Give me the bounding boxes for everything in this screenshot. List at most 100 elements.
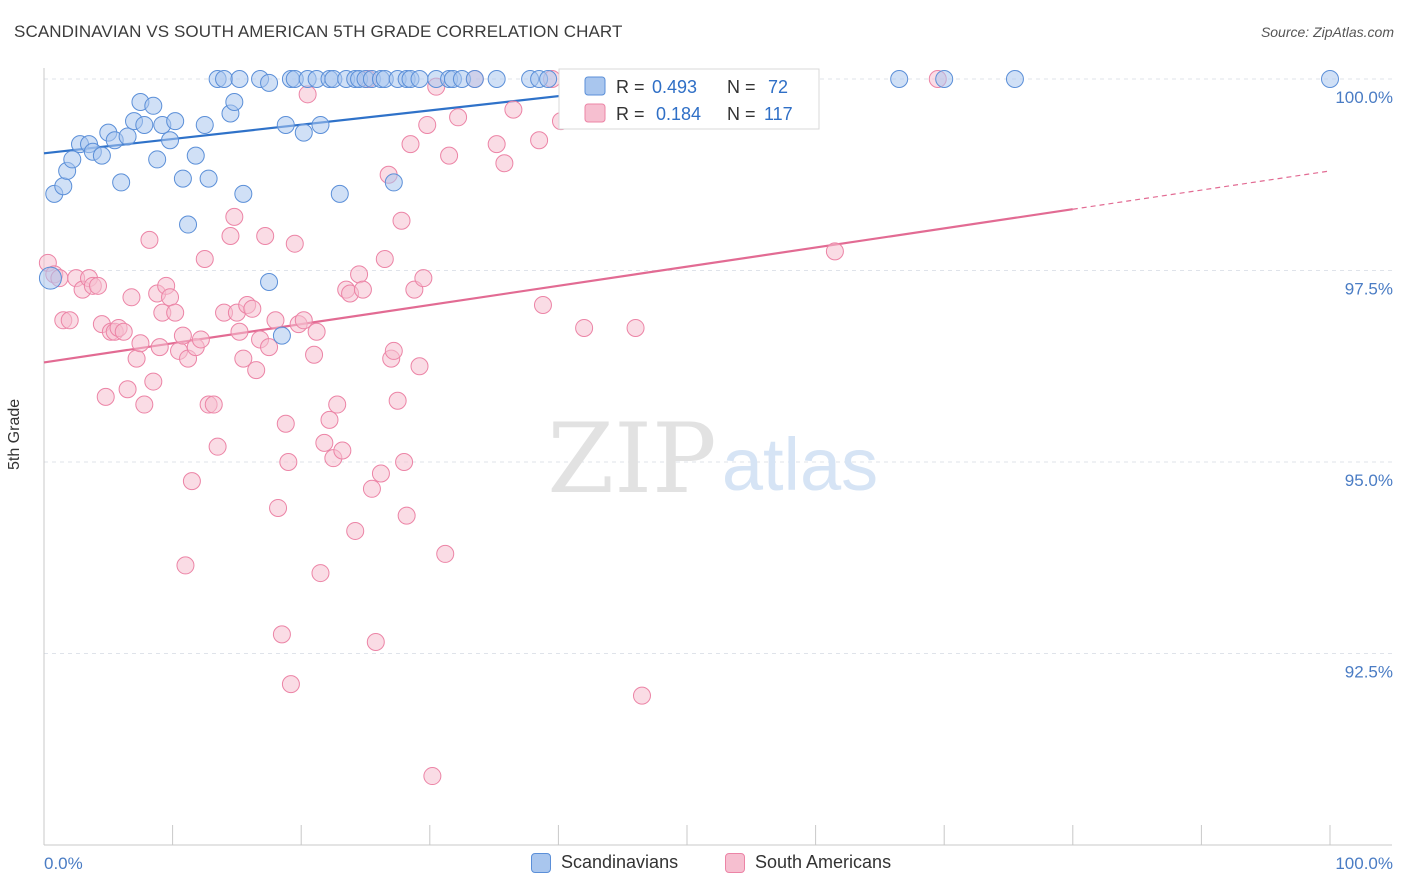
scandinavians-point-15 xyxy=(135,115,154,134)
south-americans-point-101 xyxy=(530,131,549,150)
legend-label-scandinavians: Scandinavians xyxy=(561,852,679,872)
south-americans-point-91 xyxy=(418,115,437,134)
south-americans-point-19 xyxy=(131,334,150,353)
south-americans-point-87 xyxy=(401,135,420,154)
scandinavians-point-29 xyxy=(225,92,244,111)
south-americans-point-39 xyxy=(208,437,227,456)
scandinavians-point-57 xyxy=(410,70,429,88)
south-americans-point-52 xyxy=(266,311,285,330)
chart-source: Source: ZipAtlas.com xyxy=(1260,24,1394,40)
trend-line-dashed-1 xyxy=(1072,170,1331,210)
scandinavians-point-30 xyxy=(230,70,249,88)
south-americans-point-63 xyxy=(307,322,326,341)
south-americans-point-69 xyxy=(333,441,352,460)
scandinavians-point-12 xyxy=(118,127,137,146)
south-americans-point-84 xyxy=(392,211,411,230)
south-americans-point-78 xyxy=(371,464,390,483)
scandinavians-point-66 xyxy=(539,70,558,88)
scandinavians-point-8 xyxy=(92,146,111,165)
south-americans-point-57 xyxy=(281,675,300,694)
scandinavians-point-70 xyxy=(890,70,909,88)
south-americans-point-89 xyxy=(410,357,429,376)
scandinavians-point-27 xyxy=(215,70,234,88)
south-americans-point-83 xyxy=(388,391,407,410)
axes xyxy=(43,68,1392,846)
scandinavians-point-16 xyxy=(144,96,163,115)
south-americans-point-68 xyxy=(328,395,347,414)
south-americans-point-21 xyxy=(140,230,159,249)
south-americans-point-27 xyxy=(161,288,180,307)
south-americans-point-41 xyxy=(221,227,240,246)
south-americans-point-79 xyxy=(375,250,394,269)
south-americans-point-11 xyxy=(96,387,115,406)
legend-swatch-south-americans xyxy=(584,103,606,123)
y-tick-label-1: 97.5% xyxy=(1345,280,1393,299)
legend-item-scandinavians[interactable]: Scandinavians xyxy=(531,852,678,873)
scandinavians-point-22 xyxy=(179,215,198,234)
south-americans-point-100 xyxy=(504,100,523,119)
scandinavians-point-63 xyxy=(487,70,506,88)
south-americans-point-64 xyxy=(311,564,330,583)
chart-title: SCANDINAVIAN VS SOUTH AMERICAN 5TH GRADE… xyxy=(14,22,623,41)
south-americans-point-72 xyxy=(346,521,365,540)
south-americans-point-102 xyxy=(533,295,552,314)
south-americans-point-51 xyxy=(260,338,279,357)
south-americans-point-74 xyxy=(353,280,372,299)
legend-r-label-1: R = xyxy=(616,77,645,97)
south-americans-point-16 xyxy=(118,380,137,399)
south-americans-point-66 xyxy=(320,410,339,429)
south-americans-point-86 xyxy=(397,506,416,525)
scandinavians-point-62 xyxy=(465,70,484,88)
legend-swatch-pink xyxy=(725,852,745,873)
scandinavians-point-36 xyxy=(276,115,295,134)
scandinavians-point-53 xyxy=(384,173,403,192)
south-americans-point-36 xyxy=(195,250,214,269)
south-americans-point-65 xyxy=(315,433,334,452)
y-tick-labels: 100.0% 97.5% 95.0% 92.5% xyxy=(1335,88,1393,682)
scandinavians-point-39 xyxy=(294,123,313,142)
scandinavians-point-0 xyxy=(38,266,62,290)
south-americans-points xyxy=(38,70,947,786)
south-americans-point-45 xyxy=(234,349,253,368)
south-americans-point-47 xyxy=(243,299,262,318)
south-americans-point-99 xyxy=(495,154,514,173)
south-americans-point-44 xyxy=(230,322,249,341)
scandinavians-point-4 xyxy=(63,150,82,169)
south-americans-point-53 xyxy=(269,498,288,517)
x-tick-label-right: 100.0% xyxy=(1335,854,1393,873)
south-americans-point-58 xyxy=(285,234,304,253)
legend-r-label-2: R = xyxy=(616,104,645,124)
south-americans-point-9 xyxy=(89,276,108,295)
south-americans-point-20 xyxy=(135,395,154,414)
trend-line-1 xyxy=(43,208,1073,364)
legend-r-value-south-americans: 0.184 xyxy=(656,104,701,124)
watermark-zip: ZIP xyxy=(547,403,716,515)
south-americans-point-73 xyxy=(350,265,369,284)
y-tick-label-3: 92.5% xyxy=(1345,663,1393,682)
scandinavians-point-11 xyxy=(112,173,131,192)
south-americans-point-54 xyxy=(272,625,291,644)
scandinavians-point-20 xyxy=(166,112,185,131)
south-americans-point-106 xyxy=(626,318,645,337)
scandinavians-point-23 xyxy=(186,146,205,165)
scandinavians-point-2 xyxy=(54,177,73,196)
south-americans-point-38 xyxy=(204,395,223,414)
south-americans-point-109 xyxy=(825,242,844,261)
legend-swatch-scandinavians xyxy=(584,76,606,96)
south-americans-point-85 xyxy=(395,453,414,471)
south-americans-point-22 xyxy=(144,372,163,391)
south-americans-point-95 xyxy=(440,146,459,165)
south-americans-point-18 xyxy=(127,349,146,368)
south-americans-point-50 xyxy=(256,227,275,246)
watermark-atlas: atlas xyxy=(722,423,878,506)
south-americans-point-77 xyxy=(366,633,385,652)
scandinavians-point-17 xyxy=(148,150,167,169)
scandinavians-point-35 xyxy=(272,326,291,345)
y-tick-label-0: 100.0% xyxy=(1335,88,1393,107)
south-americans-point-48 xyxy=(247,361,266,380)
scandinavians-point-73 xyxy=(1321,70,1339,88)
legend-item-south-americans[interactable]: South Americans xyxy=(725,852,891,873)
south-americans-point-92 xyxy=(423,767,442,786)
south-americans-point-107 xyxy=(632,686,651,705)
legend-n-value-south-americans: 117 xyxy=(764,104,793,124)
